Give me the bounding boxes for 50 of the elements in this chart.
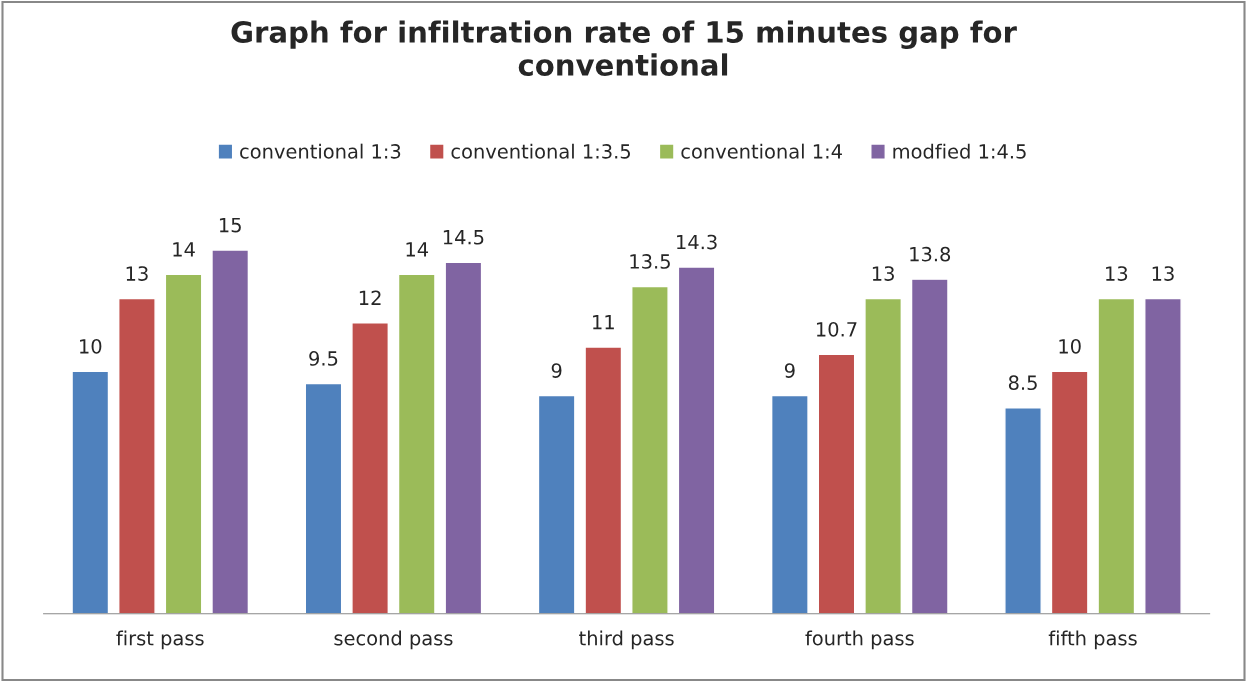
- data-label: 10: [80, 338, 102, 354]
- x-tick-label: second pass: [334, 630, 453, 650]
- data-label: 13: [126, 266, 148, 281]
- bar: [211, 249, 250, 614]
- data-label: 9: [784, 363, 795, 378]
- bar: [444, 261, 483, 614]
- bar: [770, 394, 809, 614]
- bar: [1097, 297, 1136, 614]
- data-label: 10.7: [816, 321, 857, 337]
- data-label: 9.5: [309, 351, 338, 366]
- bar: [1144, 297, 1182, 614]
- bar: [677, 266, 716, 614]
- bar: [864, 297, 903, 614]
- bar: [397, 273, 436, 614]
- x-tick-label: third pass: [579, 630, 674, 650]
- data-label: 14.5: [443, 230, 484, 245]
- legend-label: modfied 1:4.5: [893, 143, 1026, 159]
- data-label: 14: [173, 242, 195, 257]
- bar: [910, 278, 949, 614]
- data-label: 9: [551, 363, 562, 378]
- x-tick-label: fifth pass: [1048, 630, 1137, 650]
- data-label: 13: [872, 266, 894, 281]
- x-tick-label: first pass: [116, 630, 204, 650]
- legend-label: conventional 1:3: [240, 143, 401, 159]
- data-label: 13.8: [910, 246, 951, 262]
- bar: [118, 297, 156, 614]
- data-label: 15: [219, 217, 241, 233]
- legend-label: conventional 1:4: [681, 143, 842, 159]
- chart-title: Graph for infiltration rate of 15 minutes gap for conventional: [231, 20, 1017, 76]
- bar: [537, 394, 576, 614]
- data-label: 10: [1059, 338, 1081, 354]
- bar: [1050, 370, 1089, 614]
- x-tick-label: fourth pass: [805, 630, 914, 650]
- legend-label: conventional 1:3.5: [451, 143, 630, 159]
- data-label: 14.3: [677, 234, 717, 250]
- data-label: 11: [593, 314, 614, 330]
- bar: [164, 273, 203, 614]
- data-label: 13.5: [630, 254, 670, 269]
- data-label: 13: [1152, 266, 1174, 281]
- bar: [351, 322, 389, 614]
- bar: [631, 285, 669, 614]
- data-label: 13: [1106, 266, 1128, 281]
- bar: [1004, 406, 1042, 614]
- data-label: 14: [406, 242, 429, 257]
- bar: [304, 382, 343, 614]
- bar: [584, 346, 623, 614]
- bar: [71, 370, 110, 614]
- data-label: 8.5: [1008, 375, 1037, 391]
- data-label: 12: [359, 290, 381, 305]
- bar: [817, 353, 856, 614]
